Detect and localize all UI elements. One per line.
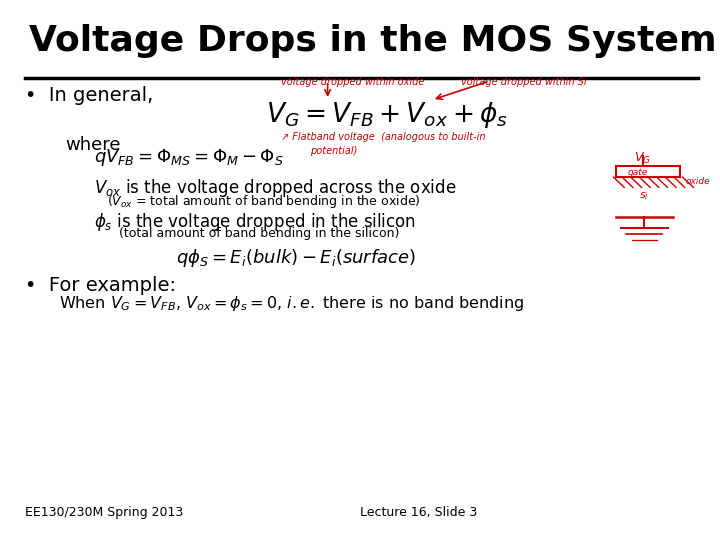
Text: potential): potential) [310, 146, 357, 156]
Text: •  For example:: • For example: [25, 276, 176, 295]
Text: Voltage Drops in the MOS System: Voltage Drops in the MOS System [29, 24, 716, 58]
Text: ↗ Flatband voltage  (analogous to built-in: ↗ Flatband voltage (analogous to built-i… [281, 132, 485, 143]
Text: $q\phi_S = E_i(bulk) - E_i(surface)$: $q\phi_S = E_i(bulk) - E_i(surface)$ [176, 247, 416, 269]
Text: oxide: oxide [685, 177, 710, 186]
Text: •  In general,: • In general, [25, 86, 153, 105]
Text: gate: gate [628, 168, 648, 178]
Text: $qV_{FB} = \Phi_{MS} = \Phi_M - \Phi_S$: $qV_{FB} = \Phi_{MS} = \Phi_M - \Phi_S$ [94, 147, 284, 168]
FancyBboxPatch shape [616, 166, 680, 177]
Text: EE130/230M Spring 2013: EE130/230M Spring 2013 [25, 507, 184, 519]
Text: $(V_{ox}$ = total amount of band bending in the oxide): $(V_{ox}$ = total amount of band bending… [107, 193, 420, 210]
Text: $s_i$: $s_i$ [639, 190, 649, 202]
Text: voltage dropped within oxide: voltage dropped within oxide [281, 77, 424, 87]
Text: $\phi_s$ is the voltage dropped in the silicon: $\phi_s$ is the voltage dropped in the s… [94, 211, 415, 233]
Text: $V_{ox}$ is the voltage dropped across the oxide: $V_{ox}$ is the voltage dropped across t… [94, 177, 456, 199]
Text: $V_G$: $V_G$ [634, 151, 650, 166]
Text: When $V_G = V_{FB}$, $V_{ox} = \phi_s = 0$, $i.e.$ there is no band bending: When $V_G = V_{FB}$, $V_{ox} = \phi_s = … [59, 294, 524, 313]
Text: $V_G = V_{FB} + V_{ox} + \phi_s$: $V_G = V_{FB} + V_{ox} + \phi_s$ [266, 100, 508, 130]
Text: (total amount of band bending in the silicon): (total amount of band bending in the sil… [119, 227, 399, 240]
Text: where: where [65, 136, 120, 154]
Text: Lecture 16, Slide 3: Lecture 16, Slide 3 [360, 507, 477, 519]
Text: voltage dropped within Si: voltage dropped within Si [461, 77, 586, 87]
